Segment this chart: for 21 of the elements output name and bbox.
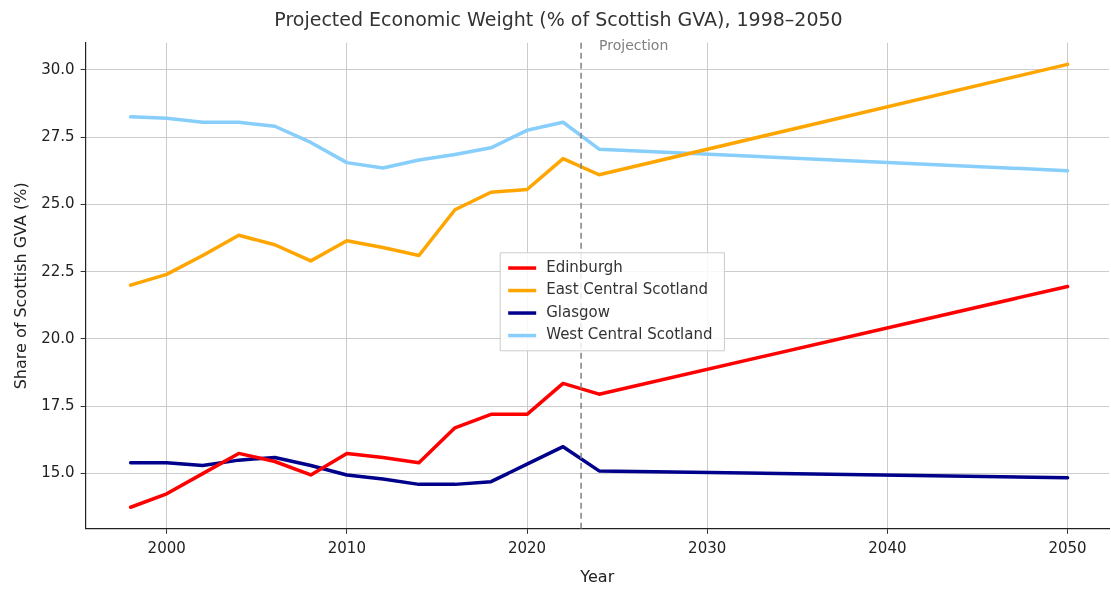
y-tick-label: 20.0 <box>41 328 75 347</box>
y-tick-label: 30.0 <box>41 59 75 78</box>
legend-label: West Central Scotland <box>546 325 713 344</box>
x-tick-label: 2020 <box>507 538 547 557</box>
x-axis-title: Year <box>579 566 615 586</box>
x-tick-label: 2000 <box>147 538 186 557</box>
y-tick-label: 25.0 <box>41 194 75 213</box>
x-tick-label: 2040 <box>868 538 907 557</box>
legend-label: Glasgow <box>546 302 610 321</box>
legend-label: East Central Scotland <box>546 280 708 299</box>
ref-line-label: Projection <box>599 37 669 54</box>
chart-title: Projected Economic Weight (% of Scottish GVA), 1998–2050 <box>274 8 843 31</box>
y-tick-label: 15.0 <box>41 463 75 482</box>
x-tick-label: 2010 <box>327 538 366 557</box>
y-axis-title: Share of Scottish GVA (%) <box>10 182 30 390</box>
legend-label: Edinburgh <box>546 257 623 276</box>
y-tick-label: 27.5 <box>41 126 75 145</box>
y-tick-label: 17.5 <box>41 396 75 415</box>
y-tick-label: 22.5 <box>41 261 75 280</box>
x-tick-label: 2050 <box>1048 538 1087 557</box>
x-tick-label: 2030 <box>688 538 727 557</box>
